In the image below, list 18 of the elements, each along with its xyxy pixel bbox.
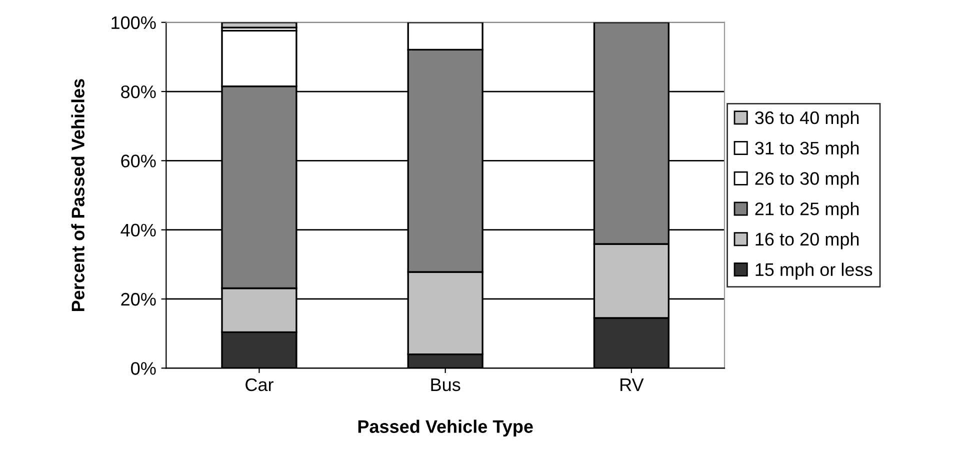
x-tick-label: RV — [620, 378, 644, 391]
y-tick-label: 20% — [121, 292, 156, 306]
legend-label: 21 to 25 mph — [755, 202, 859, 219]
legend-label: 16 to 20 mph — [756, 232, 859, 250]
legend-label: 15 mph or less — [756, 262, 872, 280]
y-tick-label: 40% — [120, 224, 156, 237]
legend-label: 26 to 30 mph — [755, 172, 859, 188]
y-tick-label: 0% — [131, 362, 156, 375]
y-tick-label: 100% — [112, 16, 156, 30]
y-tick-label: 60% — [121, 154, 156, 168]
x-tick-label: Bus — [431, 378, 460, 392]
y-tick-label: 80% — [121, 85, 156, 98]
x-axis-title: Passed Vehicle Type — [358, 420, 533, 437]
legend-label: 31 to 35 mph — [755, 141, 859, 158]
bar — [221, 22, 298, 28]
x-tick-label: Car — [246, 378, 274, 392]
legend-label: 36 to 40 mph — [755, 110, 859, 128]
y-axis-title: Percent of Passed Vehicles — [71, 79, 84, 311]
